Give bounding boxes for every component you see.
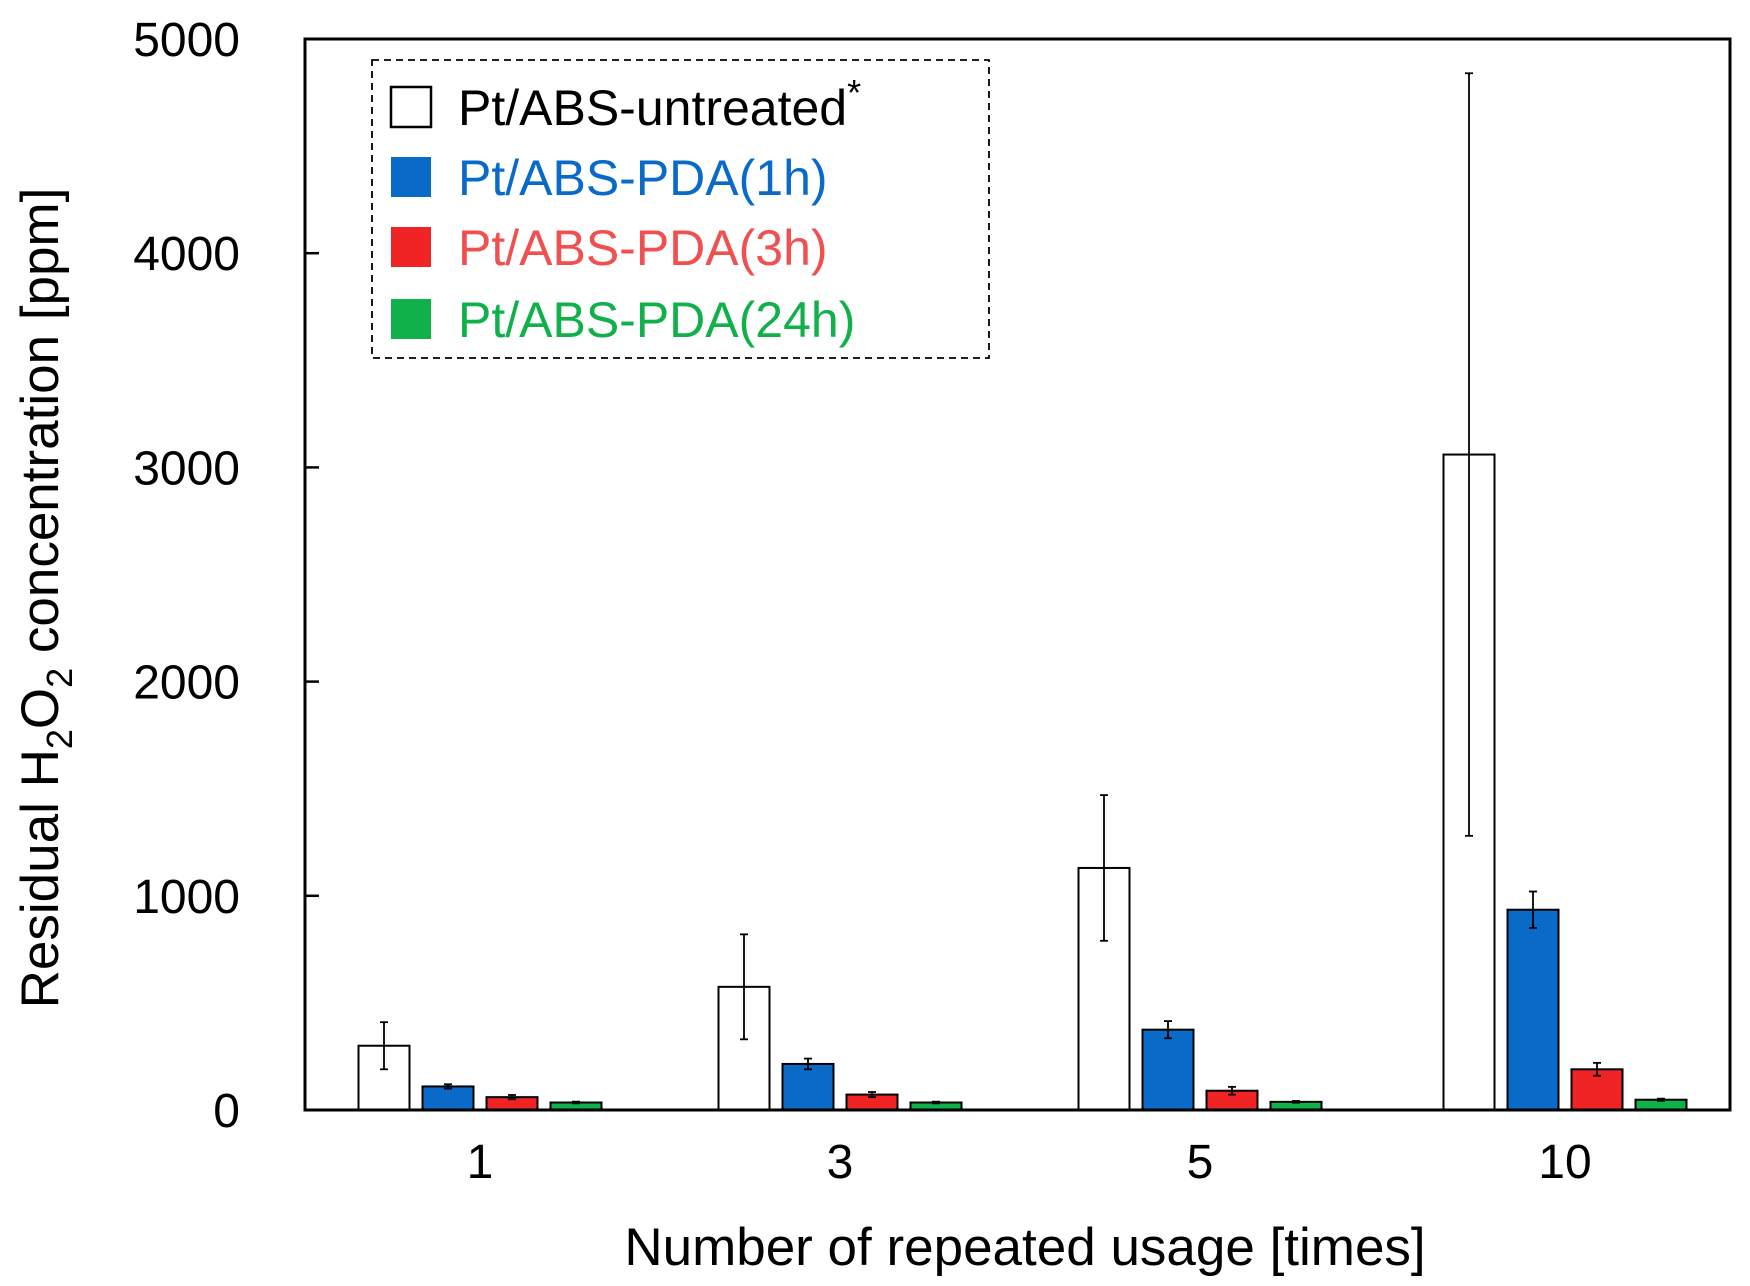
bar-pt-abs-pda-1h--10 (1506, 908, 1560, 1112)
legend-swatch (391, 227, 431, 267)
legend-swatch (391, 157, 431, 197)
plot-area-frame (303, 37, 1732, 1112)
y-tick-label: 0 (213, 1085, 240, 1138)
legend: Pt/ABS-untreated* Pt/ABS-PDA(1h) Pt/ABS-PD… (371, 59, 990, 359)
legend-frame (371, 59, 990, 359)
y-tick-label: 5000 (133, 14, 240, 67)
legend-label: Pt/ABS-PDA(24h) (458, 292, 855, 348)
x-tick-label: 1 (467, 1136, 494, 1189)
bar-pt-abs-pda-1h--1 (421, 1085, 475, 1111)
legend-label: Pt/ABS-PDA(1h) (458, 150, 828, 206)
legend-swatch (391, 299, 431, 339)
x-axis-title: Number of repeated usage [times] (624, 1218, 1425, 1277)
y-axis-title: Residual H2O2 concentration [ppm] (11, 188, 80, 1009)
y-tick-label: 4000 (133, 228, 240, 281)
y-tick-label: 1000 (133, 871, 240, 924)
x-tick-label: 10 (1538, 1136, 1591, 1189)
x-tick-label: 5 (1187, 1136, 1214, 1189)
x-tick-label: 3 (827, 1136, 854, 1189)
legend-swatch (389, 85, 433, 129)
y-tick-label: 2000 (133, 657, 240, 710)
y-tick-label: 3000 (133, 442, 240, 495)
bar-pt-abs-pda-3h--10 (1570, 1068, 1624, 1112)
bar-pt-abs-pda-1h--3 (781, 1062, 835, 1112)
legend-label: Pt/ABS-untreated* (458, 72, 861, 136)
bar-pt-abs-pda-1h--5 (1141, 1028, 1195, 1112)
legend-label: Pt/ABS-PDA(3h) (458, 220, 828, 276)
